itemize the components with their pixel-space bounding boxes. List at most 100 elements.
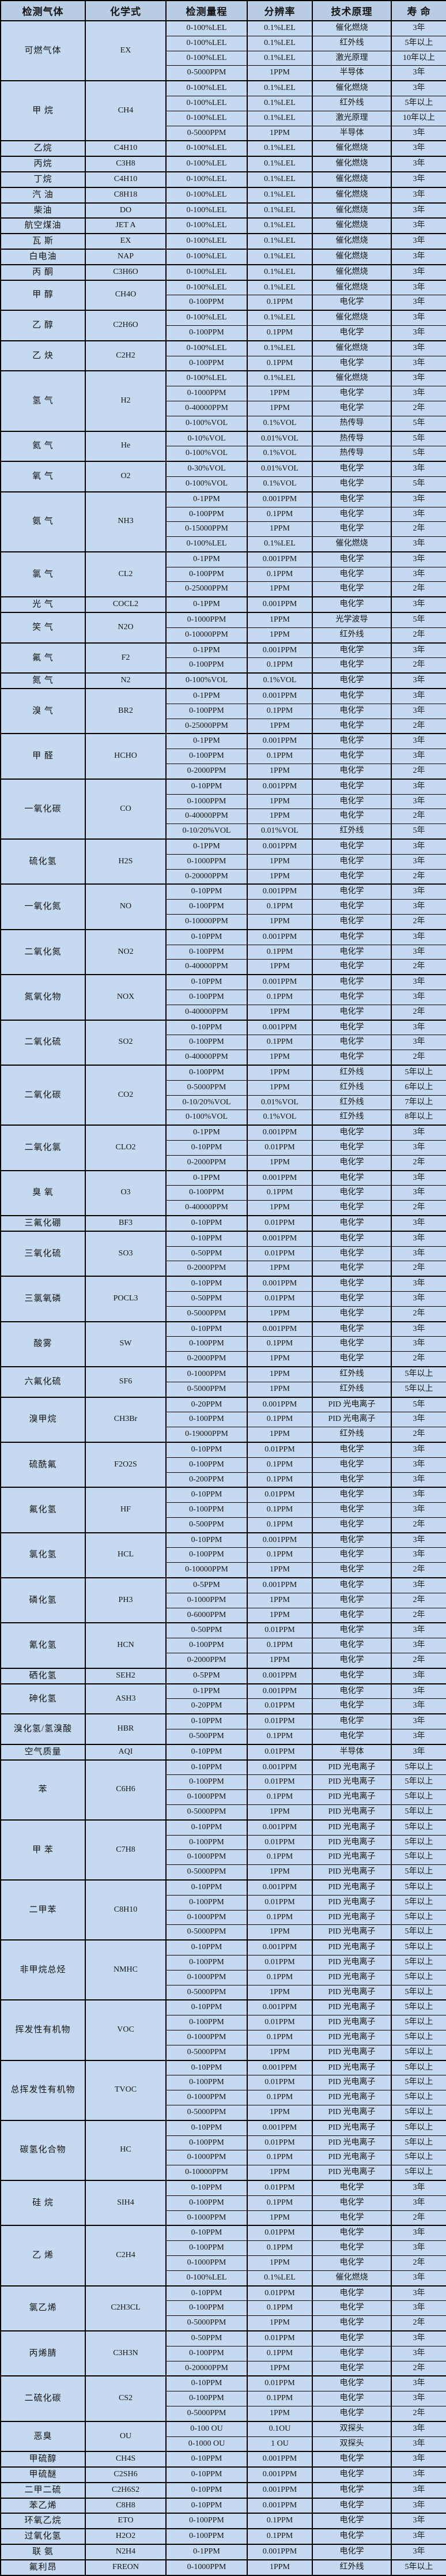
range-cell: 0-10/20%VOL [165,823,248,840]
principle-cell: PID 光电离子 [312,2104,392,2121]
principle-cell: 电化学 [312,2451,392,2468]
principle-cell: 半导体 [312,65,392,81]
table-row: 0-100%LEL 0.1%LEL 红外线 5年以上 [1,35,446,51]
principle-cell: 电化学 [312,2285,392,2302]
formula-cell: CL2 [85,551,167,597]
life-cell: 3年 [391,386,446,401]
resolution-cell: 0.001PPM [247,2481,313,2499]
table-row: 0-1000PPM 0.1PPM PID 光电离子 5年以上 [1,1909,446,1926]
resolution-cell: 0.1%LEL [247,110,313,126]
range-cell: 0-10000PPM [165,627,248,644]
life-cell: 2年 [391,1155,446,1171]
gas-name-cell: 过氧化氢 [0,2528,86,2545]
formula-cell: SEH2 [85,1667,167,1684]
range-cell: 0-100%LEL [165,340,248,356]
gas-name-cell: 硫化氢 [0,838,86,885]
range-cell: 0-10PPM [165,1743,248,1761]
resolution-cell: 0.001PPM [247,883,313,900]
range-cell: 0-1000PPM [165,2150,248,2166]
life-cell: 5年以上 [391,1064,446,1081]
range-cell: 0-10000PPM [165,1562,248,1578]
formula-cell: HF [85,1487,167,1533]
gas-table-body: 可燃气体 EX 0-100%LEL 0.1%LEL 催化燃烧 3年 0-100%LEL 0.1… [0,20,446,2576]
life-cell: 2年 [391,718,446,734]
formula-cell: CH3Br [85,1396,167,1443]
principle-cell: 电化学 [312,1502,392,1518]
life-cell: 5年以上 [391,2015,446,2030]
life-cell: 3年 [391,974,446,991]
formula-cell: C2H4 [85,2225,167,2287]
resolution-cell: 0.001PPM [247,974,313,991]
resolution-cell: 1PPM [247,1924,313,1941]
range-cell: 0-100%VOL [165,672,248,689]
resolution-cell: 0.001PPM [247,1019,313,1036]
life-cell: 3年 [391,944,446,960]
resolution-cell: 0.1PPM [247,703,313,719]
life-cell: 5年以上 [391,1366,446,1382]
resolution-cell: 0.1%LEL [247,233,313,250]
table-row: 二氧化氮 NO2 0-10PPM 0.001PPM 电化学 3年 [0,928,446,975]
life-cell: 10年以上 [391,50,446,66]
gas-name-cell: 柴油 [0,202,86,219]
table-row: 硫化氢 H2S 0-1PPM 0.001PPM 电化学 3年 [0,838,446,885]
resolution-cell: 0.001PPM [247,688,313,704]
table-row: 甲硫醇 CH4S 0-10PPM 0.001PPM 电化学 3年 [0,2451,446,2468]
range-cell: 0-10PPM [165,1713,248,1730]
range-cell: 0-100PPM [165,2391,248,2406]
table-row: 三氟化硼 BF3 0-10PPM 0.01PPM 电化学 3年 [0,1214,446,1232]
life-cell: 3年 [391,2270,446,2287]
table-row: 0-5000PPM 1PPM PID 光电离子 5年以上 [1,1804,446,1821]
gas-name-cell: 氦 气 [0,430,86,462]
table-row: 白电油 NAP 0-100%LEL 0.1%LEL 催化燃烧 3年 [0,248,446,265]
life-cell: 5年以上 [391,1759,446,1776]
range-cell: 0-100PPM [165,944,248,960]
range-cell: 0-100PPM [165,1955,248,1970]
range-cell: 0-100PPM [165,1894,248,1911]
life-cell: 5年以上 [391,1789,446,1806]
resolution-cell: 1PPM [247,1080,313,1096]
resolution-cell: 0.1PPM [247,2195,313,2211]
resolution-cell: 1PPM [247,2559,313,2576]
principle-cell: 电化学 [312,1638,392,1654]
gas-name-cell: 丁烷 [0,171,86,188]
resolution-cell: 0.1%VOL [247,415,313,432]
table-row: 0-10PPM 0.01PPM 电化学 3年 [1,1140,446,1156]
resolution-cell: 0.1PPM [247,1502,313,1518]
principle-cell: 激光原理 [312,50,392,66]
life-cell: 3年 [391,1185,446,1201]
table-row: 氟化氢 HF 0-10PPM 0.01PPM 电化学 3年 [0,1487,446,1533]
table-row: 氧 气 O2 0-30%VOL 0.01%VOL 电化学 3年 [0,461,446,492]
range-cell: 0-100%LEL [165,264,248,281]
resolution-cell: 1PPM [247,1607,313,1623]
principle-cell: 电化学 [312,1592,392,1608]
table-row: 三氧化硫 SO3 0-10PPM 0.001PPM 电化学 3年 [0,1230,446,1277]
resolution-cell: 0.01PPM [247,1291,313,1307]
formula-cell: SW [85,1321,167,1367]
formula-cell: C7H8 [85,1819,167,1881]
life-cell: 5年 [391,823,446,840]
range-cell: 0-1000PPM [165,2090,248,2105]
table-row: 0-50PPM 0.01PPM 电化学 3年 [1,1246,446,1262]
range-cell: 0-10PPM [165,1321,248,1337]
principle-cell: 催化燃烧 [312,340,392,356]
range-cell: 0-100%LEL [165,2270,248,2287]
principle-cell: 催化燃烧 [312,80,392,96]
table-row: 0-100PPM 0.1PPM 电化学 3年 [1,2195,446,2211]
range-cell: 0-1PPM [165,642,248,659]
formula-cell: C2H2 [85,340,167,371]
range-cell: 0-10PPM [165,2466,248,2483]
principle-cell: 电化学 [312,581,392,597]
range-cell: 0-100%VOL [165,415,248,432]
range-cell: 0-1000PPM [165,2559,248,2576]
principle-cell: 双探头 [312,2420,392,2437]
range-cell: 0-1000PPM [165,612,248,628]
range-cell: 0-1000PPM [165,1789,248,1806]
range-cell: 0-100PPM [165,1547,248,1563]
resolution-cell: 0.001PPM [247,2466,313,2483]
formula-cell: PH3 [85,1577,167,1623]
range-cell: 0-1000PPM [165,386,248,401]
life-cell: 2年 [391,1653,446,1669]
table-row: 甲硫醚 C2SH6 0-10PPM 0.001PPM 电化学 3年 [0,2466,446,2483]
life-cell: 5年以上 [391,1819,446,1836]
principle-cell: 催化燃烧 [312,233,392,250]
